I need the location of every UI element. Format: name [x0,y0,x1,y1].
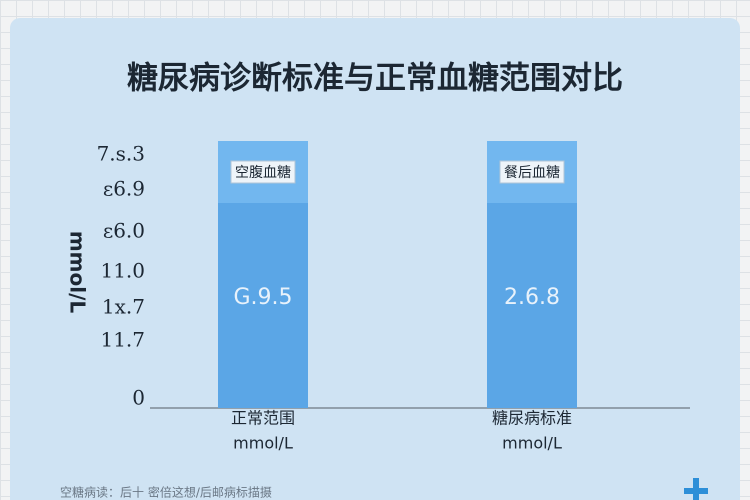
y-tick-label: ε6.0 [103,219,145,243]
y-tick-label: 11.0 [100,259,145,283]
bar-label-box [499,160,565,184]
bar-top-label: 空腹血糖 [235,164,291,181]
plus-icon [693,478,699,500]
x-tick-label: 正常范围 [231,409,295,428]
chart-title: 糖尿病诊断标准与正常血糖范围对比 [127,61,623,97]
y-tick-label: ε6.9 [103,177,145,201]
bar-top-label: 餐后血糖 [504,165,560,181]
x-tick-label: 糖尿病标准 [492,409,572,428]
y-tick-label: 0 [132,386,145,410]
x-tick-label: mmol/L [502,434,562,453]
y-tick-label: 7.s.3 [97,142,145,166]
value-label: G.9.5 [233,285,292,310]
y-tick-label: 1x.7 [102,295,145,319]
y-axis-label: mmol/L [66,231,90,314]
bar-label-box [230,160,296,184]
x-tick-label: mmol/L [233,434,293,453]
y-tick-label: 11.7 [100,328,145,352]
footer-note: 空糖病读：后十 密倍这想/后邮病标描摄 [60,485,272,500]
value-label: 2.6.8 [504,285,560,310]
